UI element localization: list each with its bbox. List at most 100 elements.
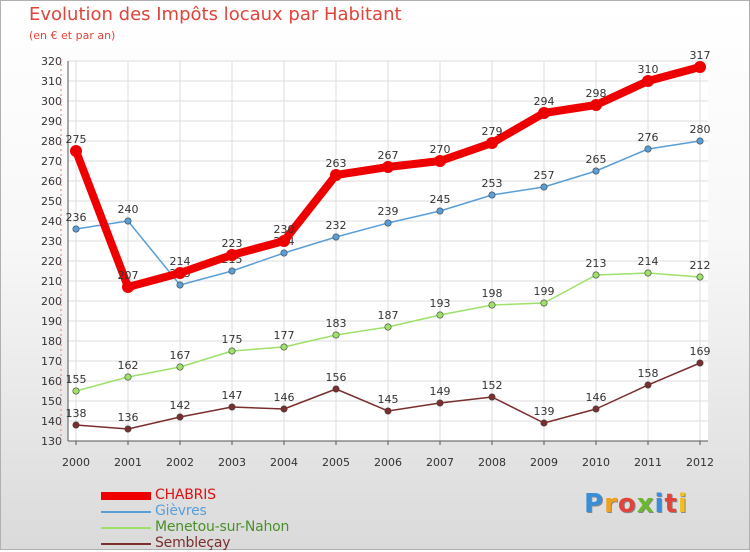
y-tick-label-15: 280 [41,135,62,148]
chart-title: Evolution des Impôts locaux par Habitant [29,4,402,25]
data-point-gi-vres [488,191,496,199]
data-point-menetou-sur-nahon [72,387,80,395]
x-tick-label-3: 2003 [218,456,246,469]
data-point-menetou-sur-nahon [332,331,340,339]
data-point-menetou-sur-nahon [124,373,132,381]
y-tick-label-12: 250 [41,195,62,208]
data-label-semble-ay: 136 [118,411,139,424]
data-label-semble-ay: 158 [638,367,659,380]
y-tick-label-2: 150 [41,395,62,408]
data-label-semble-ay: 152 [482,379,503,392]
x-tick-label-6: 2006 [374,456,402,469]
data-label-semble-ay: 169 [690,345,711,358]
data-label-semble-ay: 145 [378,393,399,406]
data-point-semble-ay [176,413,184,421]
data-point-menetou-sur-nahon [696,273,704,281]
data-point-gi-vres [644,145,652,153]
data-point-chabris [278,235,290,247]
y-tick-label-1: 140 [41,415,62,428]
data-label-chabris: 214 [170,255,191,268]
data-label-chabris: 310 [638,63,659,76]
data-label-chabris: 294 [534,95,555,108]
series-menetou-sur-nahon: 155 162 167 175 177 183 187 193 198 199 213 214 212 [66,255,711,395]
legend-item-chabris: CHABRIS [101,487,361,504]
y-tick-label-8: 210 [41,275,62,288]
data-point-chabris [694,61,706,73]
series-gi-vres: 236240208215224232239245253257265276280 [66,123,711,289]
data-label-gi-vres: 265 [586,153,607,166]
data-label-menetou-sur-nahon: 162 [118,359,139,372]
data-point-menetou-sur-nahon [540,299,548,307]
data-point-chabris [174,267,186,279]
data-point-gi-vres [280,249,288,257]
data-point-gi-vres [176,281,184,289]
data-point-menetou-sur-nahon [488,301,496,309]
y-tick-label-17: 300 [41,95,62,108]
data-label-chabris: 230 [274,223,295,236]
data-point-gi-vres [332,233,340,241]
data-label-gi-vres: 276 [638,131,659,144]
x-tick-label-4: 2004 [270,456,298,469]
data-label-menetou-sur-nahon: 177 [274,329,295,342]
data-label-semble-ay: 142 [170,399,191,412]
data-label-menetou-sur-nahon: 183 [326,317,347,330]
data-point-gi-vres [72,225,80,233]
y-tick-label-0: 130 [41,435,62,448]
data-point-gi-vres [592,167,600,175]
y-tick-label-6: 190 [41,315,62,328]
x-tick-label-7: 2007 [426,456,454,469]
data-point-chabris [642,75,654,87]
data-point-semble-ay [332,385,340,393]
data-label-gi-vres: 280 [690,123,711,136]
data-label-chabris: 298 [586,87,607,100]
legend-item-menetou-sur-nahon: Menetou-sur-Nahon [101,519,361,536]
data-label-semble-ay: 156 [326,371,347,384]
logo-letter: i [654,489,665,519]
y-tick-label-11: 240 [41,215,62,228]
data-point-semble-ay [696,359,704,367]
y-tick-label-14: 270 [41,155,62,168]
data-label-chabris: 279 [482,125,503,138]
y-tick-label-4: 170 [41,355,62,368]
data-point-gi-vres [540,183,548,191]
data-label-menetou-sur-nahon: 193 [430,297,451,310]
logo-letter: P [584,489,605,519]
legend-label: Gièvres [155,503,207,519]
legend-swatch [101,543,151,545]
data-point-semble-ay [436,399,444,407]
data-label-gi-vres: 257 [534,169,555,182]
x-tick-label-11: 2011 [634,456,662,469]
data-label-gi-vres: 232 [326,219,347,232]
data-point-chabris [434,155,446,167]
x-tick-label-0: 2000 [62,456,90,469]
y-tick-label-16: 290 [41,115,62,128]
data-point-chabris [538,107,550,119]
data-point-chabris [70,145,82,157]
data-label-chabris: 267 [378,149,399,162]
legend-label: CHABRIS [155,487,216,503]
legend-label: Menetou-sur-Nahon [155,519,290,535]
x-tick-label-8: 2008 [478,456,506,469]
data-point-menetou-sur-nahon [592,271,600,279]
y-tick-label-13: 260 [41,175,62,188]
data-label-menetou-sur-nahon: 212 [690,259,711,272]
series-chabris: 275 207 214 223 230 263 267 270 279 294 298 310 317 [66,49,711,293]
data-label-chabris: 270 [430,143,451,156]
legend-item-gi-vres: Gièvres [101,503,361,520]
y-tick-label-9: 220 [41,255,62,268]
logo-letter: t [664,489,678,519]
data-label-menetou-sur-nahon: 167 [170,349,191,362]
data-label-gi-vres: 239 [378,205,399,218]
data-label-menetou-sur-nahon: 199 [534,285,555,298]
y-tick-label-5: 180 [41,335,62,348]
data-point-chabris [122,281,134,293]
data-label-menetou-sur-nahon: 213 [586,257,607,270]
data-label-semble-ay: 139 [534,405,555,418]
data-point-semble-ay [540,419,548,427]
x-tick-label-12: 2012 [686,456,714,469]
data-point-gi-vres [384,219,392,227]
data-point-menetou-sur-nahon [644,269,652,277]
data-label-chabris: 263 [326,157,347,170]
data-label-menetou-sur-nahon: 198 [482,287,503,300]
data-label-chabris: 317 [690,49,711,62]
